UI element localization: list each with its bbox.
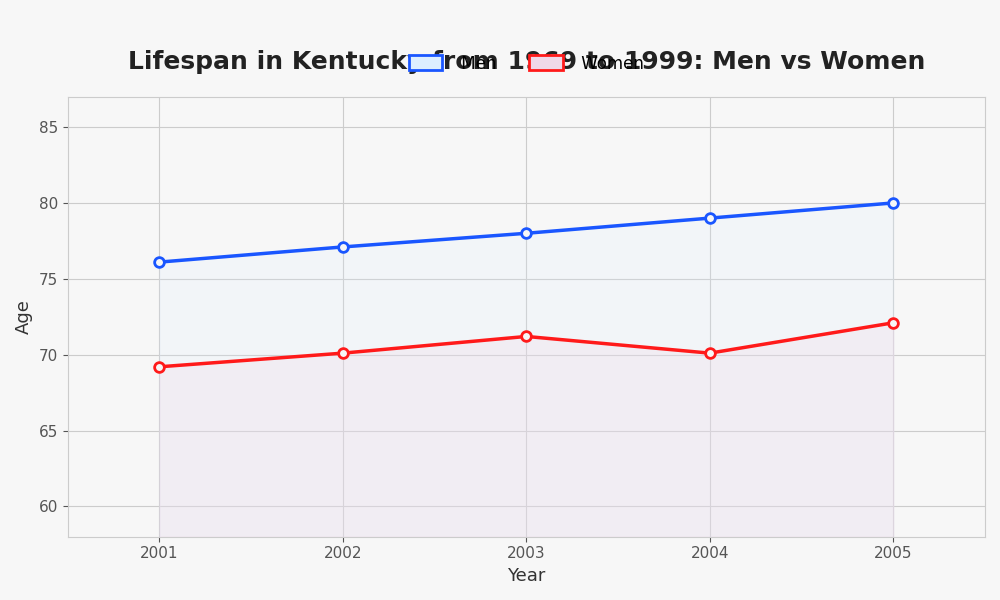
Y-axis label: Age: Age (15, 299, 33, 334)
X-axis label: Year: Year (507, 567, 546, 585)
Title: Lifespan in Kentucky from 1969 to 1999: Men vs Women: Lifespan in Kentucky from 1969 to 1999: … (128, 50, 925, 74)
Legend:  Men,  Women: Men, Women (402, 48, 650, 79)
